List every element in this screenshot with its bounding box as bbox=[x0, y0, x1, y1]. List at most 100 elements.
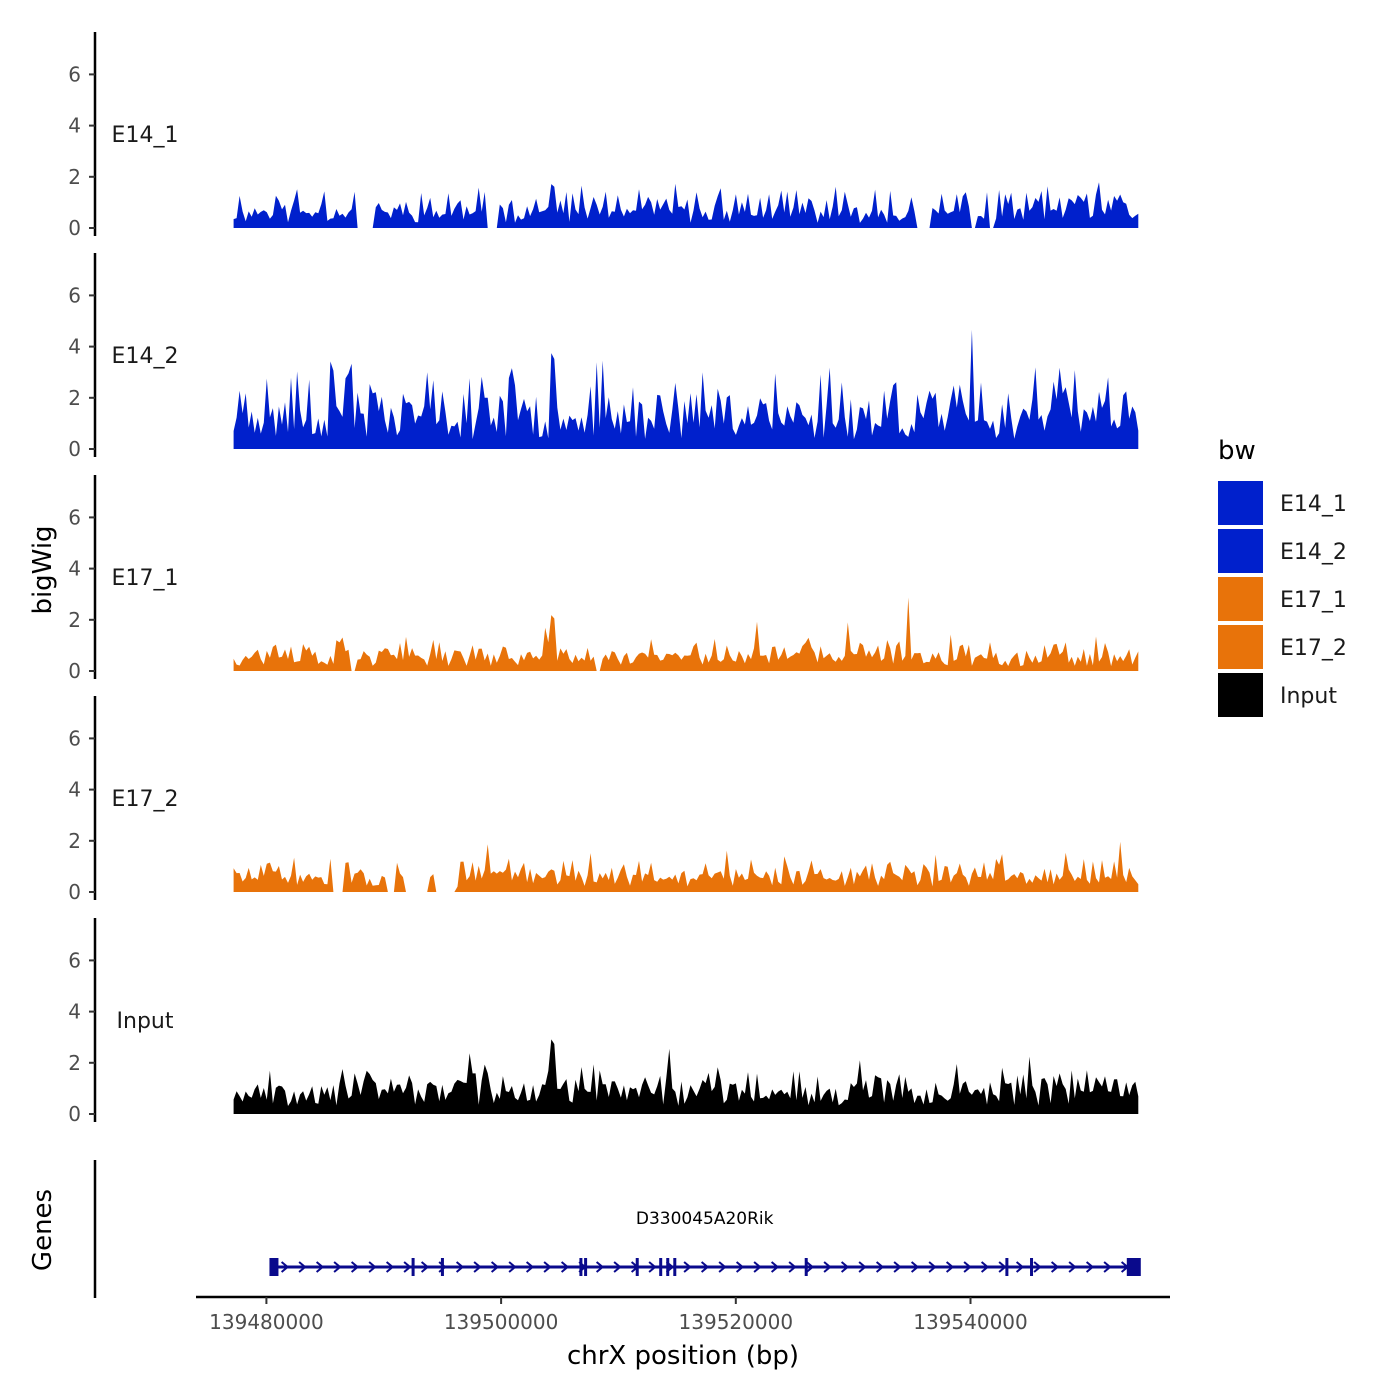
signal-area-Input bbox=[233, 1039, 1139, 1114]
legend-title: bw bbox=[1218, 436, 1256, 466]
strand-arrow bbox=[718, 1261, 727, 1273]
legend-swatch bbox=[1218, 481, 1263, 525]
y-tick-label: 4 bbox=[68, 557, 81, 581]
y-tick-label: 0 bbox=[68, 1102, 81, 1126]
legend-item-E17_2: E17_2 bbox=[1218, 625, 1347, 669]
strand-arrow bbox=[770, 1261, 780, 1273]
strand-arrow bbox=[350, 1261, 360, 1273]
strand-arrow bbox=[560, 1261, 570, 1273]
y-tick-label: 0 bbox=[68, 659, 81, 683]
strand-arrow bbox=[403, 1261, 412, 1273]
track-E14_2: 0 2 4 6 E14_2 bbox=[68, 253, 1139, 461]
strand-arrow bbox=[700, 1261, 710, 1273]
legend-item-Input: Input bbox=[1218, 673, 1337, 717]
y-tick-label: 4 bbox=[68, 1000, 81, 1024]
strand-arrow bbox=[473, 1261, 482, 1273]
strand-arrow bbox=[858, 1261, 867, 1273]
track-Input: 0 2 4 6 Input bbox=[68, 918, 1139, 1126]
strand-arrow bbox=[508, 1261, 517, 1273]
exon-block bbox=[579, 1258, 583, 1276]
strand-arrow bbox=[1085, 1261, 1095, 1273]
strand-arrow bbox=[1050, 1261, 1060, 1273]
y-tick-label: 0 bbox=[68, 880, 81, 904]
y-tick-label: 2 bbox=[68, 829, 81, 853]
exon-block bbox=[269, 1258, 279, 1276]
track-label-E17_2: E17_2 bbox=[112, 787, 179, 812]
legend-label: E14_2 bbox=[1280, 540, 1347, 565]
strand-arrow bbox=[753, 1261, 762, 1273]
strand-arrow bbox=[998, 1261, 1007, 1273]
gene-name-label: D330045A20Rik bbox=[636, 1209, 774, 1229]
strand-arrow bbox=[613, 1261, 622, 1273]
track-label-E14_1: E14_1 bbox=[112, 123, 179, 148]
x-tick-label: 139480000 bbox=[209, 1310, 324, 1334]
strand-arrow bbox=[735, 1261, 745, 1273]
track-E17_2: 0 2 4 6 E17_2 bbox=[68, 696, 1139, 904]
strand-arrow bbox=[840, 1261, 850, 1273]
strand-arrow bbox=[928, 1261, 937, 1273]
legend-label: E14_1 bbox=[1280, 492, 1347, 517]
legend-label: E17_1 bbox=[1280, 588, 1347, 613]
strand-arrow bbox=[455, 1261, 465, 1273]
x-tick-label: 139500000 bbox=[444, 1310, 559, 1334]
x-axis-title: chrX position (bp) bbox=[567, 1341, 799, 1371]
strand-arrow bbox=[525, 1261, 535, 1273]
y-tick-label: 4 bbox=[68, 335, 81, 359]
exon-block bbox=[440, 1258, 444, 1276]
strand-arrow bbox=[368, 1261, 377, 1273]
legend-swatch bbox=[1218, 673, 1263, 717]
strand-arrow bbox=[1103, 1261, 1112, 1273]
signal-area-E14_2 bbox=[233, 329, 1139, 449]
y-tick-label: 2 bbox=[68, 608, 81, 632]
exon-block bbox=[1005, 1258, 1009, 1276]
strand-arrow bbox=[823, 1261, 832, 1273]
y-tick-label: 2 bbox=[68, 386, 81, 410]
strand-arrow bbox=[963, 1261, 972, 1273]
legend-swatch bbox=[1218, 529, 1263, 573]
strand-arrow bbox=[595, 1261, 605, 1273]
gene-track-title: Genes bbox=[28, 1189, 58, 1271]
y-tick-label: 6 bbox=[68, 283, 81, 307]
exon-block bbox=[635, 1258, 639, 1276]
exon-block bbox=[659, 1258, 663, 1276]
strand-arrow bbox=[298, 1261, 307, 1273]
strand-arrow bbox=[315, 1261, 325, 1273]
y-tick-label: 4 bbox=[68, 778, 81, 802]
signal-area-E17_2 bbox=[233, 841, 1139, 892]
y-tick-label: 0 bbox=[68, 216, 81, 240]
exon-block bbox=[804, 1258, 808, 1276]
track-label-E14_2: E14_2 bbox=[112, 344, 179, 369]
signal-area-E14_1 bbox=[233, 182, 1139, 228]
strand-arrow bbox=[910, 1261, 920, 1273]
y-tick-label: 6 bbox=[68, 726, 81, 750]
strand-arrow bbox=[1015, 1261, 1025, 1273]
y-tick-label: 0 bbox=[68, 437, 81, 461]
strand-arrow bbox=[893, 1261, 902, 1273]
track-E14_1: 0 2 4 6 E14_1 bbox=[68, 32, 1139, 240]
y-tick-label: 6 bbox=[68, 62, 81, 86]
track-label-E17_1: E17_1 bbox=[112, 566, 179, 591]
strand-arrow bbox=[490, 1261, 500, 1273]
track-label-Input: Input bbox=[117, 1009, 174, 1034]
strand-arrow bbox=[875, 1261, 885, 1273]
y-axis-title: bigWig bbox=[28, 525, 58, 614]
track-panels: 0 2 4 6 E14_1 0 2 4 6 E14_2 0 2 4 6 E17_1 0 2 4 6 E17_2 0 2 4 6… bbox=[68, 32, 1139, 1126]
strand-arrow bbox=[333, 1261, 342, 1273]
strand-arrow bbox=[420, 1261, 430, 1273]
legend-item-E14_1: E14_1 bbox=[1218, 481, 1347, 525]
signal-area-E17_1 bbox=[233, 597, 1139, 671]
exon-block bbox=[1030, 1258, 1034, 1276]
exon-block bbox=[411, 1258, 415, 1276]
strand-arrow bbox=[788, 1261, 797, 1273]
legend: E14_1 E14_2 E17_1 E17_2 Input bbox=[1218, 481, 1347, 717]
exon-block bbox=[584, 1258, 588, 1276]
strand-arrow bbox=[805, 1261, 815, 1273]
gene-track-panel: D330045A20Rik bbox=[93, 1160, 1141, 1298]
strand-arrow bbox=[648, 1261, 657, 1273]
legend-swatch bbox=[1218, 577, 1263, 621]
legend-swatch bbox=[1218, 625, 1263, 669]
strand-arrow bbox=[280, 1261, 290, 1273]
strand-arrow bbox=[945, 1261, 955, 1273]
y-tick-label: 6 bbox=[68, 948, 81, 972]
